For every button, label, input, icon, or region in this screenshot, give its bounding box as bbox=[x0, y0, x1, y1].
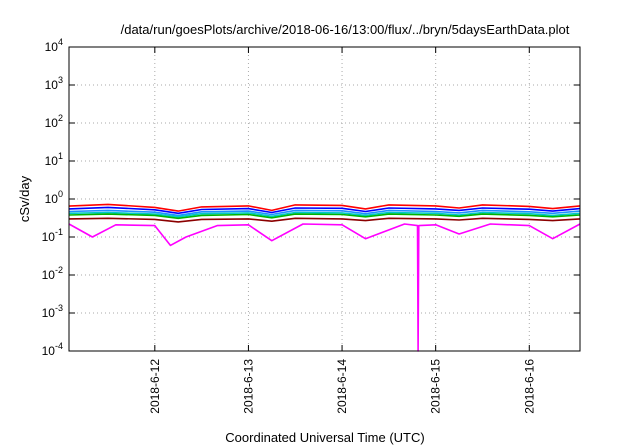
series-line-7 bbox=[68, 223, 581, 352]
y-tick-label: 10-1 bbox=[42, 227, 63, 244]
x-tick-label: 2018-6-14 bbox=[335, 359, 349, 414]
y-tick-label: 104 bbox=[45, 37, 63, 54]
series-line-1 bbox=[68, 203, 581, 212]
series-line-2 bbox=[68, 206, 581, 215]
series-line-6 bbox=[68, 217, 581, 223]
y-axis-label: cSv/day bbox=[17, 175, 32, 222]
series-line-3 bbox=[68, 209, 581, 217]
chart-title: /data/run/goesPlots/archive/2018-06-16/1… bbox=[121, 22, 570, 37]
y-tick-label: 103 bbox=[45, 75, 63, 92]
y-tick-label: 102 bbox=[45, 113, 63, 130]
y-tick-label: 101 bbox=[45, 151, 63, 168]
x-axis-label: Coordinated Universal Time (UTC) bbox=[225, 430, 424, 445]
series-line-5 bbox=[68, 213, 581, 220]
y-tick-label: 10-3 bbox=[42, 303, 63, 320]
x-tick-label: 2018-6-13 bbox=[241, 359, 255, 414]
y-tick-label: 10-2 bbox=[42, 265, 63, 282]
y-axis: 10-4 10-3 10-2 10-1 100 101 102 103 104 bbox=[42, 37, 580, 358]
y-tick-label: 10-4 bbox=[42, 341, 63, 358]
y-tick-label: 100 bbox=[45, 189, 63, 206]
x-axis: 2018-6-12 2018-6-13 2018-6-14 2018-6-15 2018… bbox=[148, 47, 536, 414]
series-line-4 bbox=[68, 211, 581, 218]
grid bbox=[69, 46, 580, 352]
x-tick-label: 2018-6-12 bbox=[148, 359, 162, 414]
x-tick-label: 2018-6-16 bbox=[522, 359, 536, 414]
series-group bbox=[68, 203, 581, 352]
x-tick-label: 2018-6-15 bbox=[429, 359, 443, 414]
